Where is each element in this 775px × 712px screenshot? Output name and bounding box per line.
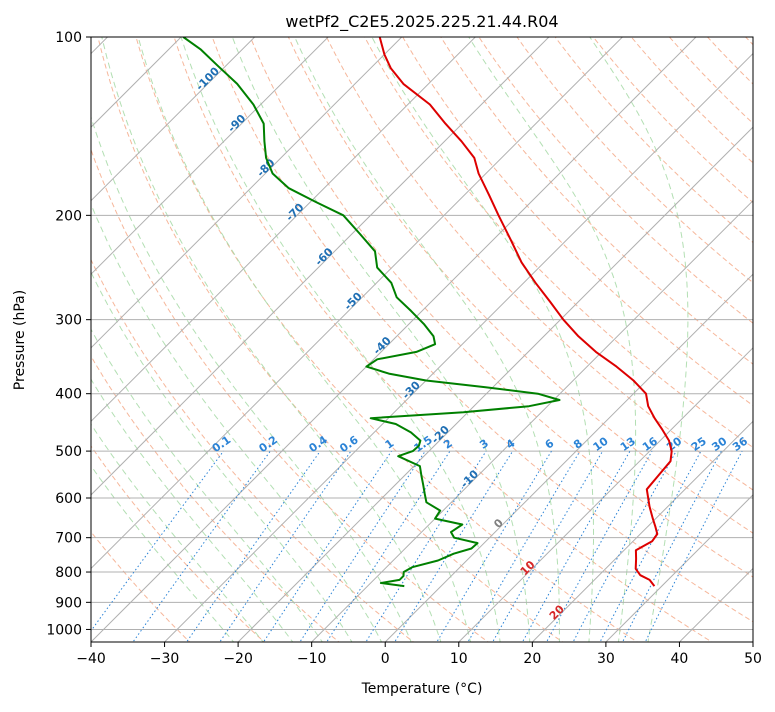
y-tick-label: 400 [55,387,82,403]
y-tick-label: 1000 [46,622,82,638]
y-tick-label: 100 [55,30,82,46]
y-tick-label: 700 [55,531,82,547]
y-tick-label: 800 [55,565,82,581]
y-tick-label: 200 [55,208,82,224]
x-tick-label: −20 [223,651,253,667]
y-tick-label: 900 [55,595,82,611]
x-tick-label: −10 [297,651,327,667]
y-tick-label: 600 [55,491,82,507]
x-tick-label: 20 [523,651,541,667]
x-tick-label: 0 [381,651,390,667]
x-tick-label: 10 [450,651,468,667]
x-tick-label: 50 [744,651,762,667]
x-axis-label: Temperature (°C) [361,681,483,697]
y-axis-label: Pressure (hPa) [12,290,28,390]
x-tick-label: −40 [76,651,106,667]
x-tick-label: −30 [150,651,180,667]
x-tick-label: 40 [671,651,689,667]
x-tick-label: 30 [597,651,615,667]
y-tick-label: 300 [55,313,82,329]
y-tick-label: 500 [55,444,82,460]
chart-title: wetPf2_C2E5.2025.225.21.44.R04 [285,12,558,32]
